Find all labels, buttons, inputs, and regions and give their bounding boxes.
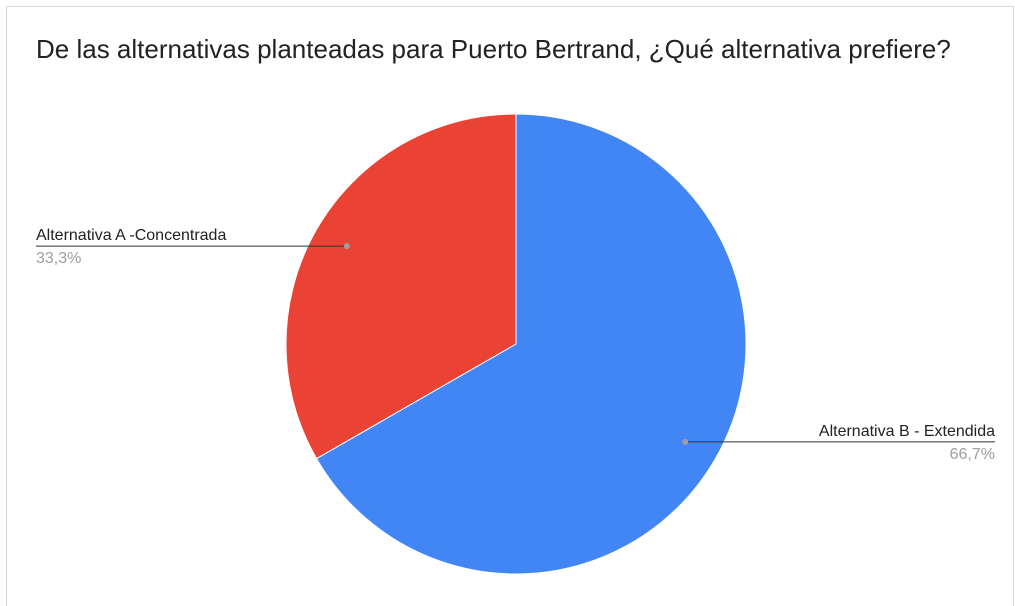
slice-label: Alternativa B - Extendida [819,423,995,440]
leader-dot [343,243,350,250]
pie-slice [285,113,517,460]
slice-percent-label: 33,3% [36,250,81,267]
slice-label: Alternativa A -Concentrada [36,227,226,244]
leader-dot [682,438,689,445]
chart-title: De las alternativas planteadas para Puer… [36,34,951,64]
slice-percent-label: 66,7% [950,446,995,463]
pie-slice [315,113,747,575]
